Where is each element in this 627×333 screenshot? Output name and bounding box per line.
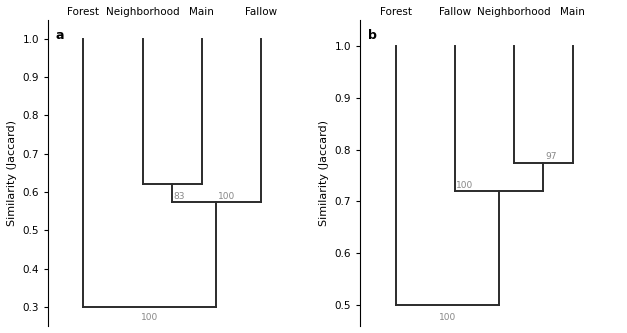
Text: 97: 97 <box>545 153 557 162</box>
Text: 100: 100 <box>218 192 235 201</box>
Text: 100: 100 <box>141 313 159 322</box>
Text: 83: 83 <box>174 192 186 201</box>
Y-axis label: Similarity (Jaccard): Similarity (Jaccard) <box>7 120 17 226</box>
Y-axis label: Similarity (Jaccard): Similarity (Jaccard) <box>319 120 329 226</box>
Text: 100: 100 <box>439 313 456 322</box>
Text: 100: 100 <box>456 181 473 190</box>
Text: a: a <box>56 29 65 42</box>
Text: b: b <box>368 29 377 42</box>
